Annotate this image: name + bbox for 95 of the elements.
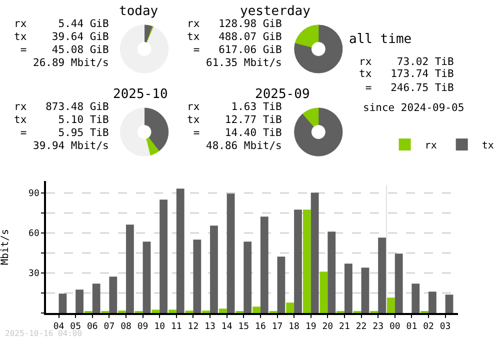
text: = 45.08 GiB xyxy=(14,44,109,56)
bar xyxy=(58,294,67,313)
bar xyxy=(218,308,227,313)
bar xyxy=(294,210,302,313)
x-tick-label: 14 xyxy=(221,322,232,332)
x-tick-label: 22 xyxy=(356,322,367,332)
x-tick-label: 19 xyxy=(305,322,316,332)
bar xyxy=(160,200,168,313)
text: tx 5.10 TiB xyxy=(14,114,109,126)
x-tick-label: 13 xyxy=(204,322,216,332)
donut-slice xyxy=(120,24,169,74)
text: tx 488.07 GiB xyxy=(187,31,282,43)
bar xyxy=(328,232,336,313)
bar xyxy=(126,224,134,313)
text: rx 73.02 TiB xyxy=(359,56,454,68)
x-tick-label: 18 xyxy=(288,322,300,332)
bar xyxy=(344,264,352,313)
y-axis-title: Mbit/s xyxy=(0,228,12,266)
bar xyxy=(260,216,268,313)
bar xyxy=(142,242,151,313)
x-tick-label: 21 xyxy=(339,322,350,332)
x-tick-label: 17 xyxy=(272,322,283,332)
bar xyxy=(152,310,160,313)
bar xyxy=(76,290,84,313)
x-tick-label: 08 xyxy=(120,322,132,332)
text: tx 12.77 TiB xyxy=(187,114,282,126)
bar xyxy=(394,254,403,313)
bar xyxy=(320,272,328,313)
x-tick-label: 04 xyxy=(53,322,64,332)
donut-slice xyxy=(144,108,169,152)
bar xyxy=(361,268,370,313)
chart-title: today xyxy=(119,4,158,19)
bar xyxy=(92,284,100,313)
y-tick-label: 30 xyxy=(28,269,40,280)
x-tick-label: 05 xyxy=(70,322,82,332)
bar xyxy=(286,302,294,313)
text: since 2024-09-05 xyxy=(363,102,464,114)
bar xyxy=(244,242,252,313)
text: = 14.40 TiB xyxy=(187,127,282,139)
bar xyxy=(445,294,454,313)
bar xyxy=(193,240,202,313)
text: 48.86 Mbit/s xyxy=(206,140,282,152)
donut-slice xyxy=(294,24,343,74)
bar xyxy=(176,188,184,313)
x-tick-label: 09 xyxy=(137,322,148,332)
x-tick-label: 23 xyxy=(372,322,384,332)
donut-slice xyxy=(294,24,319,48)
legend-label: rx xyxy=(424,140,437,152)
bar xyxy=(252,306,260,313)
x-tick-label: 02 xyxy=(423,322,434,332)
text: 39.94 Mbit/s xyxy=(33,140,109,152)
bar xyxy=(378,238,386,313)
chart-title: 2025-09 xyxy=(255,87,310,102)
x-tick-label: 06 xyxy=(86,322,98,332)
donut-slice xyxy=(120,108,150,156)
x-tick-label: 11 xyxy=(170,322,182,332)
bar xyxy=(109,276,118,313)
x-tick-label: 15 xyxy=(238,322,250,332)
x-tick-label: 01 xyxy=(406,322,418,332)
text: = 246.75 TiB xyxy=(359,82,454,94)
text: rx 5.44 GiB xyxy=(14,18,109,30)
bar xyxy=(412,284,420,313)
text: rx 128.98 GiB xyxy=(187,18,282,30)
x-tick-label: 07 xyxy=(104,322,115,332)
bar xyxy=(210,226,218,313)
x-tick-label: 10 xyxy=(154,322,166,332)
text: 26.89 Mbit/s xyxy=(33,57,109,69)
text: tx 173.74 TiB xyxy=(359,68,454,80)
bar xyxy=(226,194,235,313)
text: = 5.95 TiB xyxy=(14,127,109,139)
y-tick-label: 60 xyxy=(28,229,40,240)
x-tick-label: 16 xyxy=(255,322,266,332)
y-tick-label: 90 xyxy=(28,189,40,200)
legend-label: tx xyxy=(482,140,494,152)
text: 61.35 Mbit/s xyxy=(206,57,282,69)
x-tick-label: 03 xyxy=(440,322,451,332)
donut-slice xyxy=(146,137,160,156)
text: rx 873.48 GiB xyxy=(14,101,109,113)
bar xyxy=(168,310,176,313)
bar xyxy=(310,192,319,313)
text: tx 39.64 GiB xyxy=(14,31,109,43)
bar xyxy=(386,298,395,313)
x-tick-label: 20 xyxy=(322,322,334,332)
donut-slice xyxy=(294,108,343,156)
bar xyxy=(428,292,436,313)
text: rx 1.63 TiB xyxy=(187,101,282,113)
bar xyxy=(277,256,286,313)
chart-title: 2025-10 xyxy=(113,87,168,102)
text: = 617.06 GiB xyxy=(187,44,282,56)
x-tick-label: 00 xyxy=(389,322,400,332)
chart-title: yesterday xyxy=(240,4,311,19)
donut-slice xyxy=(302,108,319,127)
bar xyxy=(302,210,311,313)
x-tick-label: 12 xyxy=(188,322,199,332)
text: all time xyxy=(349,32,412,47)
